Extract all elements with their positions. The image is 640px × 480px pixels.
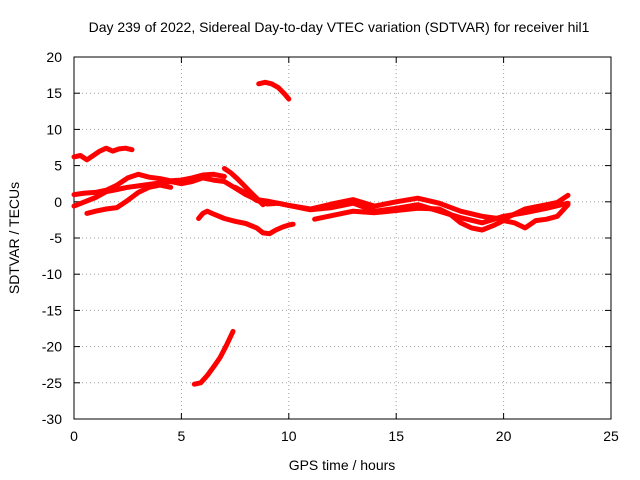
y-tick-label: 5 <box>54 158 62 174</box>
series-arc-3 <box>71 175 217 209</box>
y-tick-label: -20 <box>42 339 62 355</box>
series-arc-11 <box>312 202 571 233</box>
x-tick-label: 25 <box>603 428 619 444</box>
series-arc-10 <box>232 184 571 226</box>
x-tick-label: 20 <box>496 428 512 444</box>
y-tick-label: 0 <box>54 194 62 210</box>
y-axis-label: SDTVAR / TECUs <box>6 182 22 294</box>
x-tick-label: 15 <box>388 428 404 444</box>
x-axis-label: GPS time / hours <box>289 457 396 473</box>
y-tick-label: -5 <box>50 230 63 246</box>
series-arc-6 <box>196 208 296 237</box>
y-tick-label: -25 <box>42 375 62 391</box>
y-tick-label: 15 <box>46 85 62 101</box>
y-tick-label: 10 <box>46 121 62 137</box>
axis-ticks: 0 5 10 15 20 25 -30 -25 -20 -15 -10 -5 0 5 10 15 20 <box>42 49 619 444</box>
grid <box>74 57 611 419</box>
x-tick-label: 5 <box>178 428 186 444</box>
series-arc-7 <box>256 79 292 102</box>
y-tick-label: -10 <box>42 266 62 282</box>
y-tick-label: 20 <box>46 49 62 65</box>
data-series <box>71 79 571 387</box>
chart-title: Day 239 of 2022, Sidereal Day-to-day VTE… <box>89 19 590 35</box>
x-tick-label: 0 <box>70 428 78 444</box>
y-tick-label: -15 <box>42 302 62 318</box>
x-tick-label: 10 <box>281 428 297 444</box>
y-tick-label: -30 <box>42 411 62 427</box>
series-arc-1 <box>71 145 135 163</box>
series-arc-2 <box>71 171 227 198</box>
series-arc-4 <box>84 182 174 216</box>
series-arc-8 <box>191 328 236 387</box>
